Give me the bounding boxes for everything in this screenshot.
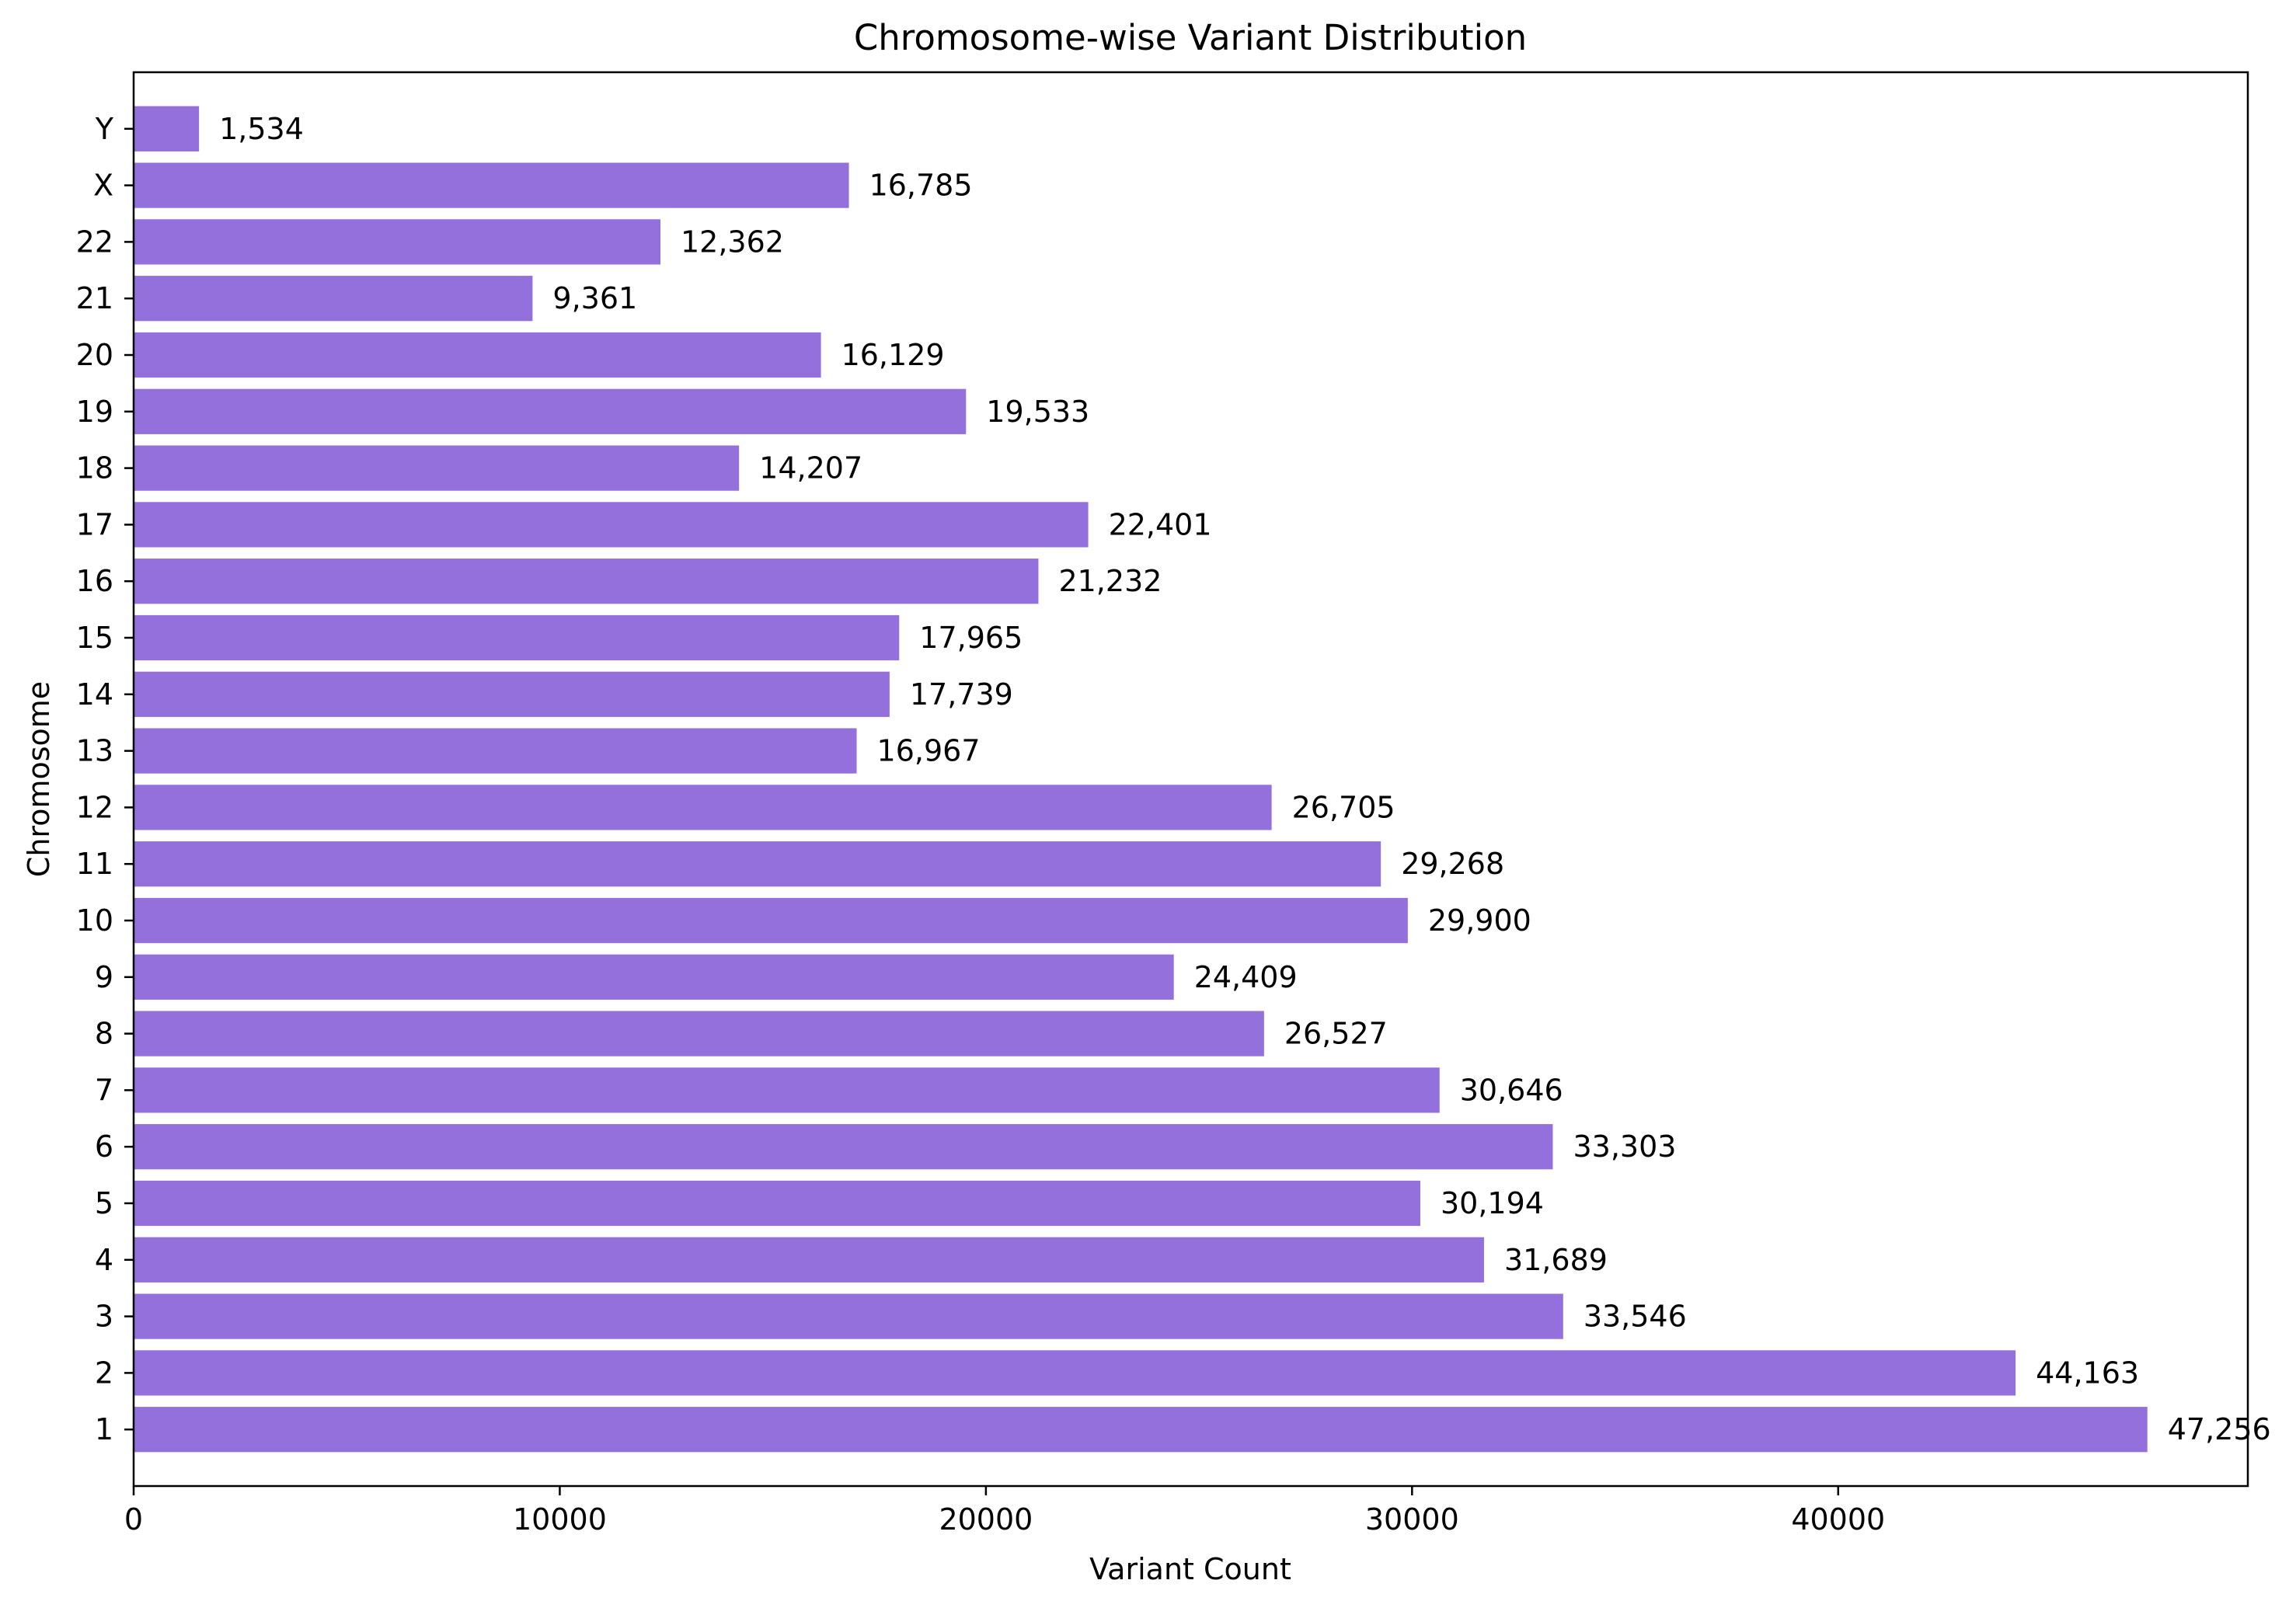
bars-group: [134, 106, 2148, 1453]
y-tick-label: 3: [95, 1300, 113, 1334]
y-tick-label: 11: [76, 847, 113, 881]
bar-chr-13: [134, 728, 857, 774]
y-tick-label: 16: [76, 564, 113, 598]
bar-chr-8: [134, 1011, 1264, 1056]
bar-value-label: 9,361: [552, 281, 637, 315]
y-tick-label: X: [93, 169, 113, 203]
bar-value-label: 19,533: [986, 395, 1089, 429]
y-tick-label: 9: [95, 960, 113, 994]
y-tick-label: 12: [76, 790, 113, 824]
bar-chr-12: [134, 785, 1272, 830]
bar-chr-20: [134, 332, 821, 378]
bar-chr-1: [134, 1407, 2148, 1453]
bar-value-label: 33,303: [1573, 1129, 1676, 1164]
y-axis-title: Chromosome: [22, 681, 56, 877]
y-tick-label: 4: [95, 1243, 113, 1277]
bar-value-label: 16,967: [877, 734, 981, 768]
bar-chr-6: [134, 1124, 1553, 1170]
bar-value-label: 17,739: [910, 677, 1013, 712]
bar-chr-2: [134, 1350, 2016, 1396]
bar-chr-5: [134, 1180, 1420, 1227]
plot-frame: [132, 71, 2249, 1488]
bar-value-label: 30,194: [1441, 1186, 1544, 1220]
bar-chr-Y: [134, 106, 200, 151]
bar-value-label: 26,527: [1284, 1017, 1388, 1051]
x-tick-label: 30000: [1365, 1502, 1459, 1537]
bar-value-label: 29,268: [1401, 847, 1504, 881]
x-tick-label: 20000: [939, 1502, 1033, 1537]
bar-chr-22: [134, 219, 660, 265]
y-tick-label: 7: [95, 1073, 113, 1107]
y-tick-label: 1: [95, 1412, 113, 1446]
y-tick-label: 8: [95, 1017, 113, 1051]
y-tick-label: 22: [76, 224, 113, 259]
y-tick-label: 14: [76, 677, 113, 712]
bar-chr-4: [134, 1237, 1484, 1283]
y-tick-label: 5: [95, 1186, 113, 1220]
y-tick-label: 21: [76, 281, 113, 315]
bar-value-label: 21,232: [1058, 564, 1162, 598]
y-tick-label: 13: [76, 734, 113, 768]
bar-value-label: 16,785: [869, 169, 973, 203]
y-tick-label: 10: [76, 903, 113, 938]
bar-chr-9: [134, 954, 1174, 1000]
bar-chr-21: [134, 276, 533, 322]
bar-chr-18: [134, 445, 740, 491]
bar-chr-7: [134, 1067, 1440, 1113]
y-tick-label: 19: [76, 395, 113, 429]
bar-value-label: 44,163: [2036, 1356, 2139, 1390]
bar-labels-group: 47,256 44,163 33,546 31,689 30,194 33,303 30,6…: [219, 112, 2271, 1446]
bar-value-label: 22,401: [1109, 507, 1212, 541]
y-tick-label: 6: [95, 1129, 113, 1164]
x-tick-label: 0: [124, 1502, 143, 1537]
bar-chr-11: [134, 841, 1381, 887]
chart-title: Chromosome-wise Variant Distribution: [854, 17, 1527, 58]
y-tick-label: 18: [76, 451, 113, 486]
bar-value-label: 29,900: [1428, 903, 1531, 938]
bar-value-label: 17,965: [919, 621, 1023, 655]
y-tick-label: 17: [76, 507, 113, 541]
bar-value-label: 30,646: [1460, 1073, 1563, 1107]
bar-value-label: 47,256: [2168, 1412, 2271, 1446]
bar-chr-17: [134, 502, 1089, 548]
bar-value-label: 14,207: [759, 451, 862, 486]
y-tick-label: Y: [95, 112, 114, 146]
bar-chr-14: [134, 671, 890, 717]
bar-value-label: 31,689: [1504, 1243, 1608, 1277]
bar-chr-3: [134, 1293, 1563, 1339]
bar-value-label: 33,546: [1584, 1300, 1687, 1334]
x-axis: 0 10000 20000 30000 40000: [124, 1486, 1885, 1537]
bar-value-label: 12,362: [681, 224, 784, 259]
x-tick-label: 40000: [1791, 1502, 1885, 1537]
bar-value-label: 1,534: [219, 112, 304, 146]
bar-value-label: 16,129: [841, 338, 945, 372]
bar-chr-19: [134, 388, 967, 434]
bar-chr-15: [134, 614, 900, 661]
y-tick-label: 20: [76, 338, 113, 372]
bar-value-label: 26,705: [1292, 790, 1395, 824]
x-axis-title: Variant Count: [1089, 1552, 1291, 1586]
y-tick-label: 15: [76, 621, 113, 655]
x-tick-label: 10000: [513, 1502, 607, 1537]
bar-chr-10: [134, 897, 1408, 944]
bar-value-label: 24,409: [1194, 960, 1298, 994]
y-tick-label: 2: [95, 1356, 113, 1390]
bar-chr-X: [134, 162, 849, 208]
bar-chr-16: [134, 559, 1039, 604]
